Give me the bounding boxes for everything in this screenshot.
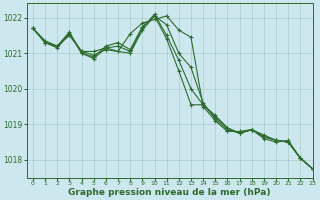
X-axis label: Graphe pression niveau de la mer (hPa): Graphe pression niveau de la mer (hPa)	[68, 188, 271, 197]
